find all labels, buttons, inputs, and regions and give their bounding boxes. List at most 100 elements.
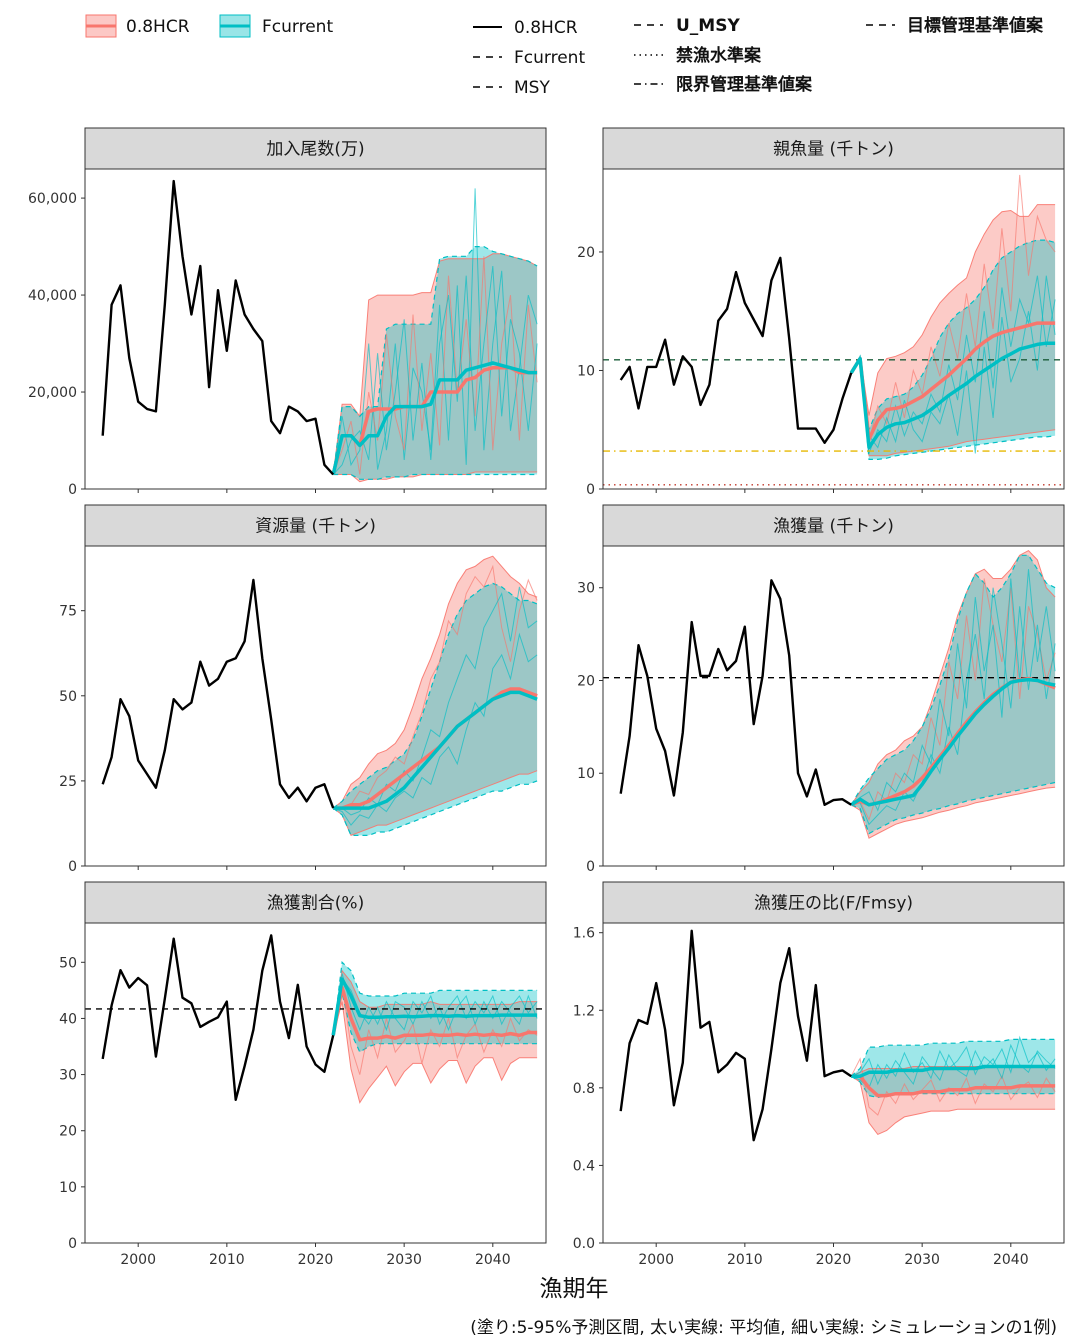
y-tick-label: 20 <box>577 245 595 261</box>
sample-run-fcur-2 <box>850 569 1056 812</box>
panel-title: 資源量 (千トン) <box>255 517 376 537</box>
fcur-mean-line <box>331 361 538 475</box>
x-tick-label: 2010 <box>727 1252 763 1268</box>
panel-strip <box>84 127 547 170</box>
y-tick-label: 0 <box>586 859 595 875</box>
panel-strip <box>84 881 547 924</box>
plot-area <box>603 546 1064 866</box>
x-tick-label: 2040 <box>475 1252 511 1268</box>
y-tick-label: 0 <box>68 859 77 875</box>
x-tick-label: 2030 <box>904 1252 940 1268</box>
plot-marks <box>603 549 1064 839</box>
hcr-lower-edge <box>332 770 538 837</box>
x-tick-label: 2020 <box>298 1252 334 1268</box>
y-tick-label: 10 <box>59 1180 77 1196</box>
legend-line-limit-label: 限界管理基準値案 <box>676 74 813 95</box>
y-tick-label: 50 <box>59 689 77 705</box>
y-tick-label: 0.8 <box>573 1081 595 1097</box>
plot-area <box>603 169 1064 489</box>
history-line <box>101 179 335 476</box>
legend-fill-hcr: 0.8HCR <box>85 14 190 38</box>
panel-6: 漁獲圧の比(F/Fmsy) 0.0 0.4 0.8 1.2 1.6 2000 2010 2020… <box>573 881 1065 1268</box>
y-tick-label: 40 <box>59 1011 77 1027</box>
panel-title: 親魚量 (千トン) <box>773 140 894 160</box>
hcr-upper-edge <box>850 204 1056 416</box>
panel-title: 漁獲量 (千トン) <box>773 517 894 537</box>
y-tick-label: 0 <box>586 482 595 498</box>
hcr-interval-band <box>333 970 538 1103</box>
hcr-lower-edge <box>850 1075 1056 1136</box>
legend-line-msy-label: MSY <box>514 78 550 98</box>
fcur-lower-edge <box>333 473 538 480</box>
x-tick-label: 2020 <box>816 1252 852 1268</box>
panel-title: 加入尾数(万) <box>266 140 364 160</box>
legend-line-msy: MSY <box>473 78 550 98</box>
fcur-mean-line <box>849 341 1056 450</box>
x-tick-label: 2000 <box>638 1252 674 1268</box>
y-tick-label: 25 <box>59 774 77 790</box>
hcr-interval-band <box>851 204 1056 456</box>
panel-3: 資源量 (千トン) 0 25 50 75 <box>59 504 547 875</box>
x-axis-title: 漁期年 <box>540 1276 609 1302</box>
plot-area <box>85 923 546 1243</box>
panel-4: 漁獲量 (千トン) 0 10 20 30 <box>577 504 1065 875</box>
y-tick-label: 10 <box>577 363 595 379</box>
y-tick-label: 40,000 <box>28 288 77 304</box>
sample-run-fcur-3 <box>332 977 538 1036</box>
legend: 0.8HCR Fcurrent 0.8HCR Fcurrent MSY U_MS… <box>85 14 1044 98</box>
legend-line-umsy: U_MSY <box>634 16 740 36</box>
panel-strip <box>602 504 1065 547</box>
sample-run-fcur-2 <box>332 973 538 1036</box>
history-line <box>619 579 852 806</box>
y-tick-label: 0.0 <box>573 1236 595 1252</box>
legend-line-ban: 禁漁水準案 <box>634 45 762 66</box>
fcur-upper-edge <box>850 554 1056 806</box>
legend-fill-fcur-label: Fcurrent <box>262 17 333 37</box>
y-tick-label: 20,000 <box>28 385 77 401</box>
panels: 加入尾数(万) 0 20,000 40,000 60,000 親魚量 (千トン) 0 10 20… <box>28 127 1065 1268</box>
legend-fill-hcr-label: 0.8HCR <box>126 17 190 37</box>
plot-area <box>603 923 1064 1243</box>
plot-area <box>85 546 546 866</box>
fcur-mean-line <box>850 677 1056 807</box>
panel-2: 親魚量 (千トン) 0 10 20 <box>577 127 1065 498</box>
fcur-upper-edge <box>850 1038 1056 1077</box>
y-tick-label: 0 <box>68 1236 77 1252</box>
legend-line-target-label: 目標管理基準値案 <box>907 15 1044 36</box>
panel-title: 漁獲圧の比(F/Fmsy) <box>754 894 913 914</box>
fcur-mean-line <box>331 977 538 1036</box>
legend-line-fcur: Fcurrent <box>473 48 585 68</box>
history-line <box>101 578 335 809</box>
plot-marks <box>101 179 538 483</box>
hcr-lower-edge <box>850 357 1056 457</box>
plot-marks <box>619 929 1056 1142</box>
fcur-upper-edge <box>332 961 538 1036</box>
history-line <box>619 929 852 1142</box>
sample-run-fcur-3 <box>332 265 538 475</box>
y-tick-label: 1.2 <box>573 1003 595 1019</box>
y-tick-label: 10 <box>577 766 595 782</box>
sample-run-fcur-3 <box>333 632 538 826</box>
legend-line-ban-label: 禁漁水準案 <box>676 45 762 66</box>
legend-line-target: 目標管理基準値案 <box>866 15 1044 36</box>
sample-run-fcur-2 <box>850 1035 1056 1086</box>
legend-line-limit: 限界管理基準値案 <box>634 74 813 95</box>
fcur-lower-edge <box>850 781 1056 835</box>
plot-marks <box>603 174 1064 486</box>
fcur-mean-line <box>333 690 538 810</box>
history-line <box>101 934 335 1102</box>
plot-marks <box>101 555 538 837</box>
legend-line-umsy-label: U_MSY <box>676 16 740 36</box>
y-tick-label: 0.4 <box>573 1158 595 1174</box>
fcur-lower-edge <box>850 356 1056 460</box>
fcur-lower-edge <box>332 780 538 837</box>
fcur-lower-edge <box>850 1075 1056 1099</box>
hcr-mean-line <box>849 321 1056 441</box>
panel-strip <box>84 504 547 547</box>
hcr-interval-band <box>851 1066 1056 1135</box>
legend-line-fcur-label: Fcurrent <box>514 48 585 68</box>
x-tick-label: 2000 <box>120 1252 156 1268</box>
hcr-upper-edge <box>332 969 538 1036</box>
